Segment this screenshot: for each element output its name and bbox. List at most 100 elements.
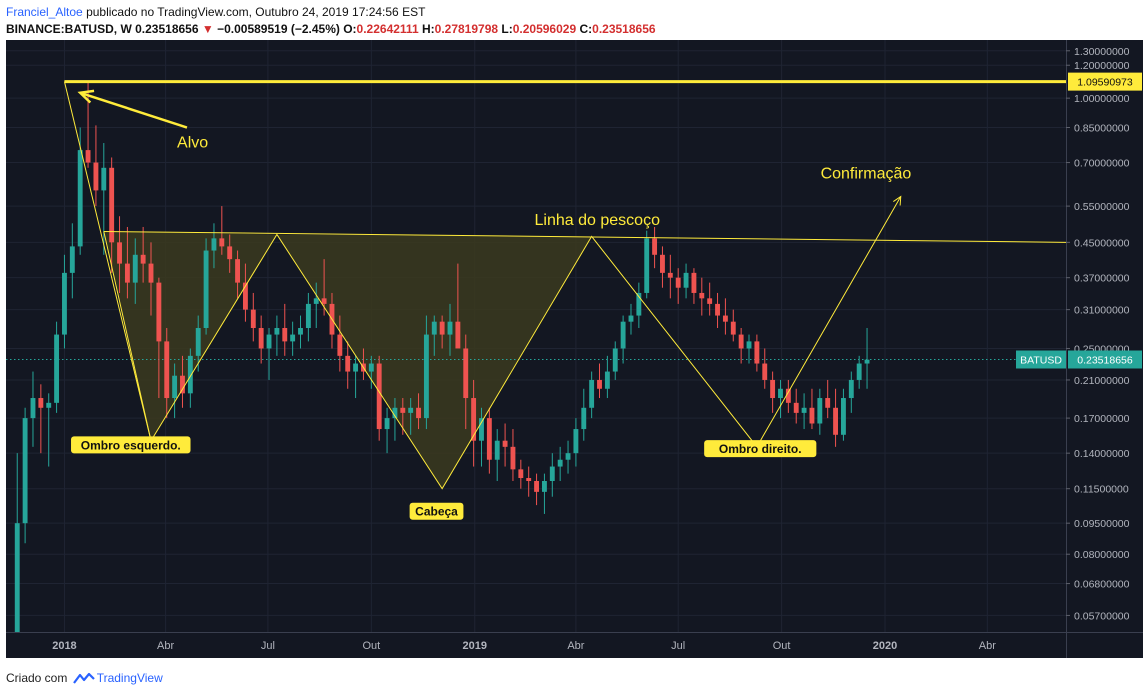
candle-body-up xyxy=(187,355,193,394)
candle-body-up xyxy=(313,298,319,304)
candle-body-up xyxy=(298,328,303,335)
candle-body-down xyxy=(85,150,91,163)
price-tick-label: 0.37000000 xyxy=(1074,273,1130,285)
candle-body-up xyxy=(22,418,28,524)
annotation-box-label: Ombro direito. xyxy=(719,442,802,456)
candle-body-down xyxy=(675,277,681,288)
time-tick-label: Jul xyxy=(671,640,685,652)
candle-body-down xyxy=(762,363,768,380)
price-tick-label: 0.05700000 xyxy=(1074,610,1130,622)
candle-body-down xyxy=(597,379,602,389)
price-tick-label: 0.21000000 xyxy=(1074,375,1130,387)
candle-body-up xyxy=(840,398,846,435)
candle-body-down xyxy=(93,162,99,191)
candle-body-up xyxy=(778,388,783,399)
candle-body-down xyxy=(258,328,264,349)
time-tick-label: 2018 xyxy=(52,640,76,652)
candle-body-down xyxy=(219,238,225,247)
candle-body-up xyxy=(408,407,414,413)
tradingview-brand[interactable]: TradingView xyxy=(96,671,163,685)
created-with-label: Criado com xyxy=(6,671,68,685)
candle-body-up xyxy=(589,379,595,408)
candle-body-down xyxy=(282,328,288,342)
candle-body-up xyxy=(817,398,823,424)
candle-body-up xyxy=(368,363,374,372)
candle-body-up xyxy=(423,334,429,419)
candle-body-up xyxy=(479,418,484,441)
annotation-label: Linha do pescoço xyxy=(535,212,661,229)
candle-body-up xyxy=(612,348,618,372)
symbol-tag-label: BATUSD xyxy=(1020,355,1062,367)
candle-body-down xyxy=(793,402,799,413)
open-label: O: xyxy=(343,22,357,36)
candle-body-down xyxy=(416,407,421,419)
footer: Criado com TradingView xyxy=(6,670,163,686)
candle-body-down xyxy=(38,398,44,408)
candle-body-down xyxy=(510,446,516,470)
candle-body-down xyxy=(400,407,406,413)
candle-body-up xyxy=(132,254,138,283)
price-tick-label: 0.31000000 xyxy=(1074,305,1130,317)
candle-body-down xyxy=(809,407,815,424)
candle-body-down xyxy=(376,363,382,430)
change-value: −0.00589519 (−2.45%) xyxy=(217,22,340,36)
price-tick-label: 0.08000000 xyxy=(1074,549,1130,561)
price-chart[interactable]: 1.30000000 1.20000000 1.00000000 0.85000000… xyxy=(6,40,1143,658)
price-tick-label: 0.70000000 xyxy=(1074,158,1130,170)
annotation-label: Confirmação xyxy=(821,166,912,183)
candle-body-down xyxy=(109,167,115,243)
last-price-tag xyxy=(1068,350,1142,369)
candle-body-up xyxy=(54,334,60,403)
price-tick-label: 0.55000000 xyxy=(1074,201,1130,213)
candle-body-down xyxy=(117,242,122,264)
time-tick-label: Abr xyxy=(567,640,584,652)
candle-body-up xyxy=(353,363,359,372)
candle-body-up xyxy=(69,246,75,273)
price-tick-label: 1.30000000 xyxy=(1074,46,1130,58)
left-shoulder-fill xyxy=(103,231,277,441)
candle-body-down xyxy=(715,303,720,316)
last-price-tag-label: 0.23518656 xyxy=(1077,355,1133,367)
candle-body-up xyxy=(30,398,36,419)
candle-body-up xyxy=(581,407,587,430)
candle-body-down xyxy=(148,263,154,283)
time-tick-label: Abr xyxy=(157,640,174,652)
candle-body-down xyxy=(770,379,776,399)
candle-body-down xyxy=(730,321,736,335)
time-tick-label: 2019 xyxy=(462,640,486,652)
candle-body-up xyxy=(447,321,453,335)
candle-body-down xyxy=(345,355,351,372)
candle-body-down xyxy=(825,398,831,408)
time-tick-label: Jul xyxy=(261,640,275,652)
candle-body-up xyxy=(46,402,52,408)
target-price-tag xyxy=(1068,72,1142,91)
price-tick-label: 0.06800000 xyxy=(1074,579,1130,591)
open-value: 0.22642111 xyxy=(356,22,419,36)
candle-body-down xyxy=(250,309,256,329)
published-text: publicado no TradingView.com, Outubro 24… xyxy=(86,5,426,19)
confirm-arrow-head xyxy=(893,195,902,206)
chart-area[interactable]: 1.30000000 1.20000000 1.00000000 0.85000000… xyxy=(6,40,1143,658)
price-tick-label: 0.17000000 xyxy=(1074,413,1130,425)
candle-body-down xyxy=(164,341,170,399)
candle-body-down xyxy=(455,321,461,349)
candle-body-up xyxy=(801,407,807,413)
candle-body-up xyxy=(195,328,201,356)
target-drop-line xyxy=(63,81,152,441)
price-axis-panel xyxy=(1066,40,1143,658)
high-value: 0.27819798 xyxy=(434,22,499,36)
candle-body-down xyxy=(722,315,728,322)
low-label: L: xyxy=(501,22,513,36)
candle-body-up xyxy=(431,321,437,335)
price-tick-label: 0.11500000 xyxy=(1074,484,1129,496)
price-tick-label: 0.45000000 xyxy=(1074,237,1130,249)
author-name[interactable]: Franciel_Altoe xyxy=(6,5,83,19)
target-pointer-line xyxy=(79,91,188,129)
candle-body-up xyxy=(573,429,579,454)
candle-body-up xyxy=(620,321,626,349)
candle-body-up xyxy=(77,150,83,247)
candle-body-up xyxy=(101,167,107,191)
candle-body-down xyxy=(321,298,327,304)
price-tick-label: 1.20000000 xyxy=(1074,60,1130,72)
candle-body-down xyxy=(124,263,130,283)
